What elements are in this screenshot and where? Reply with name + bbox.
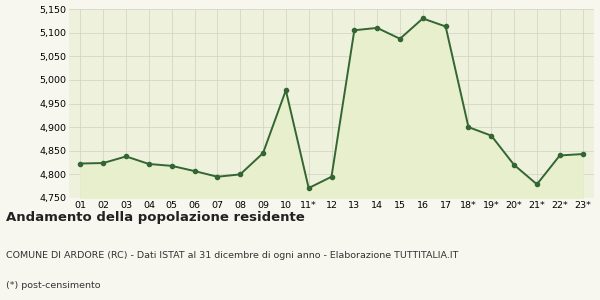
Text: (*) post-censimento: (*) post-censimento	[6, 280, 101, 290]
Text: COMUNE DI ARDORE (RC) - Dati ISTAT al 31 dicembre di ogni anno - Elaborazione TU: COMUNE DI ARDORE (RC) - Dati ISTAT al 31…	[6, 250, 458, 260]
Text: Andamento della popolazione residente: Andamento della popolazione residente	[6, 212, 305, 224]
